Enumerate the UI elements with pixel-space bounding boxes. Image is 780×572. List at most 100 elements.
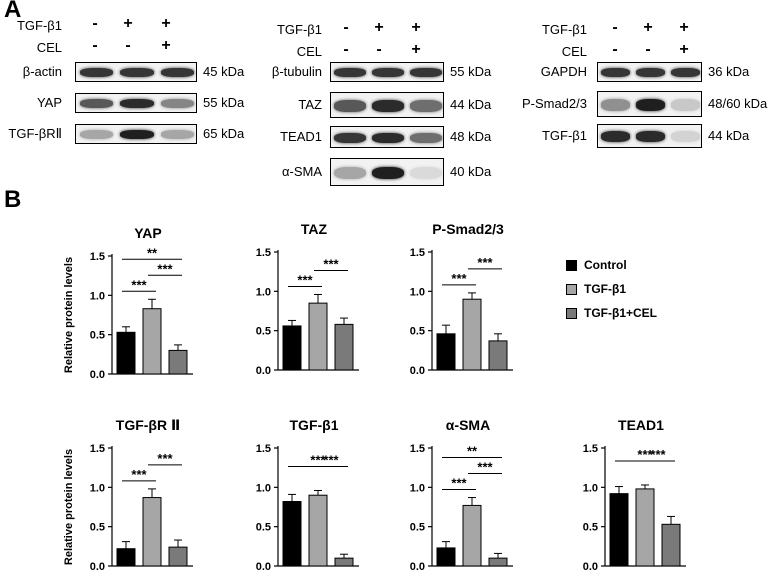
- y-tick-label: 1.5: [256, 443, 271, 455]
- y-tick-label: 1.5: [583, 443, 598, 455]
- blot-kda-label: 48/60 kDa: [708, 96, 768, 111]
- significance-label: ***: [477, 460, 493, 475]
- legend-swatch-tgf-cel: [566, 308, 577, 319]
- blot-protein-label: TGF-β1: [541, 128, 587, 143]
- tgf-sign: -: [343, 19, 349, 36]
- y-tick-label: 0.0: [90, 369, 105, 381]
- bar: [488, 557, 508, 567]
- tgf-label: TGF-β1: [276, 22, 322, 37]
- bar: [308, 494, 328, 567]
- blot-protein-label: α-SMA: [281, 164, 322, 179]
- bar: [635, 488, 655, 567]
- cel-sign: -: [92, 37, 98, 54]
- blot-strip: [597, 124, 702, 148]
- y-tick-label: 0.0: [256, 365, 271, 377]
- y-tick-label: 0.0: [90, 561, 105, 572]
- blot-strip: [597, 91, 702, 117]
- y-tick-label: 0.0: [583, 561, 598, 572]
- tgf-sign: +: [679, 19, 689, 36]
- significance-label: ***: [477, 255, 493, 270]
- chart-title: P-Smad2/3: [432, 221, 504, 237]
- blot-strip: [597, 62, 702, 82]
- blot-band: [372, 166, 404, 180]
- y-tick-label: 1.0: [583, 482, 598, 494]
- blot-band: [410, 132, 442, 143]
- y-axis-label: Relative protein levels: [63, 257, 75, 373]
- significance-label: ***: [131, 467, 147, 482]
- blot-band: [79, 68, 113, 78]
- y-tick-label: 0.5: [256, 522, 271, 534]
- y-tick-label: 0.0: [410, 365, 425, 377]
- blot-strip: [330, 92, 444, 118]
- cel-label: CEL: [561, 44, 587, 59]
- blot-protein-label: P-Smad2/3: [521, 96, 587, 111]
- legend-swatch-control: [566, 260, 577, 271]
- y-axis-label: Relative protein levels: [63, 449, 75, 565]
- y-tick-label: 0.5: [410, 522, 425, 534]
- blot-band: [636, 99, 665, 111]
- blot-band: [334, 166, 366, 180]
- significance-label: ***: [451, 476, 467, 491]
- cel-label: CEL: [296, 44, 322, 59]
- tgf-sign: +: [643, 19, 653, 36]
- blot-strip: [330, 62, 444, 82]
- chart-title: TGF-βR Ⅱ: [116, 417, 180, 433]
- significance-label: ***: [157, 451, 173, 466]
- chart-title: TAZ: [301, 221, 328, 237]
- bar: [462, 298, 482, 371]
- significance-label: ***: [157, 261, 173, 276]
- blot-kda-label: 40 kDa: [450, 164, 492, 179]
- blot-kda-label: 55 kDa: [203, 95, 245, 110]
- y-tick-label: 1.0: [256, 482, 271, 494]
- blot-band: [334, 132, 366, 143]
- blot-kda-label: 55 kDa: [450, 64, 492, 79]
- y-tick-label: 0.0: [410, 561, 425, 572]
- significance-label: ***: [451, 271, 467, 286]
- blot-protein-label: TAZ: [298, 97, 322, 112]
- blot-protein-label: β-actin: [22, 64, 62, 79]
- cel-sign: -: [612, 41, 618, 58]
- bar: [168, 546, 188, 567]
- significance-label: **: [147, 245, 158, 260]
- blot-band: [671, 131, 700, 143]
- bar: [282, 500, 302, 567]
- cel-sign: -: [125, 37, 131, 54]
- blot-band: [372, 100, 404, 112]
- bar: [436, 333, 456, 371]
- cel-sign: -: [645, 41, 651, 58]
- y-tick-label: 1.5: [410, 443, 425, 455]
- bar: [116, 331, 136, 375]
- y-tick-label: 1.0: [256, 286, 271, 298]
- y-tick-label: 1.0: [410, 286, 425, 298]
- blot-strip: [75, 124, 197, 144]
- bar: [168, 349, 188, 375]
- blot-kda-label: 44 kDa: [450, 97, 492, 112]
- blot-strip: [75, 62, 197, 82]
- blot-kda-label: 44 kDa: [708, 128, 750, 143]
- blot-band: [120, 99, 154, 109]
- blot-strip: [330, 158, 444, 186]
- cel-sign: +: [161, 37, 171, 54]
- significance-label: ***: [323, 452, 339, 467]
- y-tick-label: 0.5: [410, 326, 425, 338]
- blot-band: [372, 132, 404, 143]
- tgf-sign: +: [411, 19, 421, 36]
- blot-band: [120, 68, 154, 78]
- y-tick-label: 0.5: [583, 522, 598, 534]
- blot-band: [601, 131, 630, 143]
- y-tick-label: 1.0: [90, 482, 105, 494]
- blot-band: [334, 100, 366, 112]
- bar: [282, 325, 302, 371]
- panel-a-letter: A: [4, 0, 22, 23]
- legend-swatch-tgf: [566, 284, 577, 295]
- bar: [334, 323, 354, 371]
- tgf-sign: +: [161, 15, 171, 32]
- blot-band: [160, 68, 195, 78]
- panel-b-letter: B: [4, 186, 22, 213]
- blot-band: [79, 99, 113, 109]
- blot-protein-label: TGF-βRⅡ: [8, 126, 62, 141]
- bar: [308, 302, 328, 371]
- bar: [142, 497, 162, 567]
- significance-label: **: [467, 444, 478, 459]
- blot-band: [671, 99, 700, 111]
